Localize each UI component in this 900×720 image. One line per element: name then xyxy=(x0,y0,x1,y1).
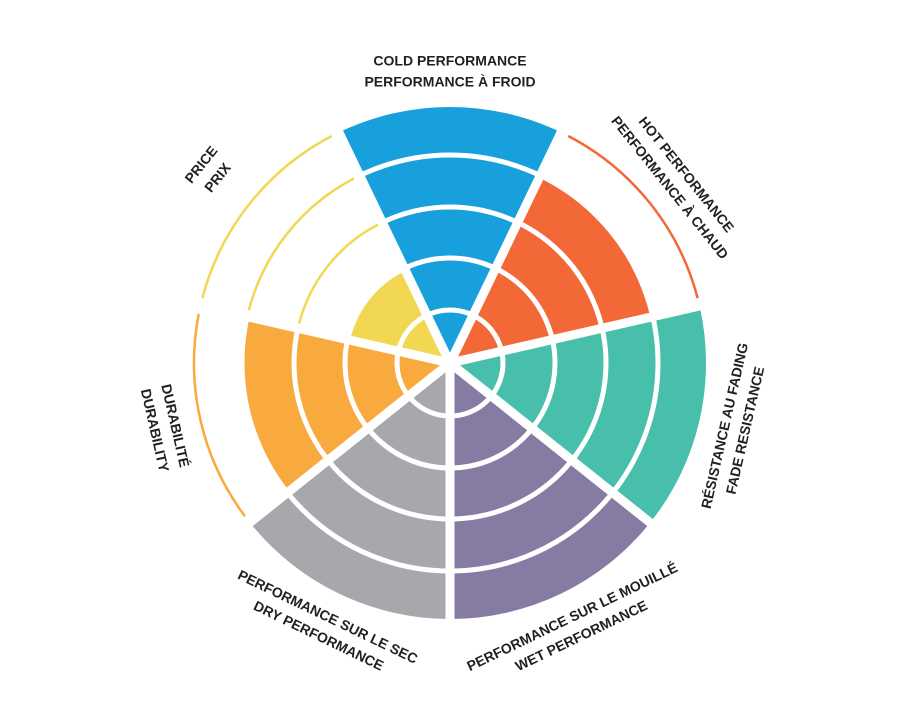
label-line: PERFORMANCE À CHAUD xyxy=(608,113,732,262)
sector-2 xyxy=(450,306,706,523)
gap-line xyxy=(328,117,455,365)
sector-0 xyxy=(338,107,562,363)
sector-4 xyxy=(249,363,450,619)
unfilled-level-outlines xyxy=(192,134,699,517)
gap-line xyxy=(185,298,452,368)
gap-line xyxy=(236,359,453,535)
sector-gaps xyxy=(185,117,715,633)
gap-line xyxy=(447,359,664,535)
category-label-6: PRICEPRIX xyxy=(181,143,237,200)
sector-3 xyxy=(450,363,651,619)
gap-line xyxy=(445,117,572,365)
category-label-0: COLD PERFORMANCE PERFORMANCE À FROID xyxy=(364,53,535,90)
sectors xyxy=(241,107,706,619)
outline-arc-5-level-5 xyxy=(192,313,246,517)
outline-arc-6-level-3 xyxy=(297,223,379,324)
label-line: COLD PERFORMANCE xyxy=(373,53,526,69)
gap-line xyxy=(448,298,715,368)
outline-arc-1-level-5 xyxy=(567,134,699,299)
label-line: PERFORMANCE À FROID xyxy=(364,74,535,90)
outline-arc-6-level-4 xyxy=(247,177,355,311)
outline-arc-6-level-5 xyxy=(201,134,333,299)
category-label-5: DURABILITÉDURABILITY xyxy=(138,383,193,475)
category-label-2: RÉSISTANCE AU FADINGFADE RESISTANCE xyxy=(698,341,772,515)
